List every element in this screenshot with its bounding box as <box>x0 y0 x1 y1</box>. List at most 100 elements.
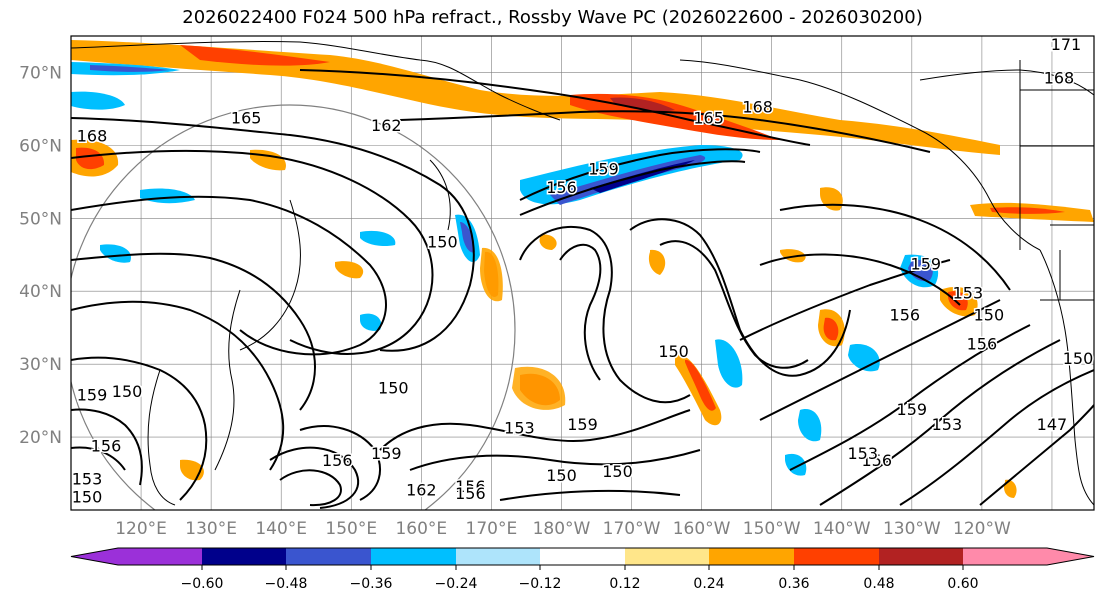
figure-title: 2026022400 F024 500 hPa refract., Rossby… <box>182 7 923 28</box>
contour-label: 162 <box>371 116 402 135</box>
latitude-label: 60°N <box>19 136 62 156</box>
contour-label: 153 <box>72 469 103 488</box>
latitude-label: 70°N <box>19 63 62 83</box>
contour-label: 153 <box>932 415 963 434</box>
colorbar-bin-2 <box>286 548 371 565</box>
colorbar-tick-label: −0.24 <box>435 576 478 592</box>
contour-label: 171 <box>1051 35 1082 54</box>
contour-label: 150 <box>1063 349 1094 368</box>
colorbar-tick-label: 0.12 <box>609 576 640 592</box>
shade-west-red <box>76 147 105 170</box>
shade-mid-orange3 <box>335 261 364 279</box>
colorbar-tick-label: 0.24 <box>693 576 724 592</box>
height-contours <box>71 69 1094 509</box>
contour-label: 159 <box>911 254 942 273</box>
shade-sub-orange <box>512 366 566 410</box>
contour-label: 147 <box>1037 415 1068 434</box>
shade-mid-orange4 <box>539 234 557 250</box>
shade-ec-red <box>823 317 839 341</box>
longitude-label: 130°W <box>883 519 941 539</box>
colorbar-tick-label: −0.60 <box>181 576 224 592</box>
contour-label: 156 <box>322 451 353 470</box>
colorbar-extend-low <box>71 548 202 565</box>
longitude-label: 140°W <box>813 519 871 539</box>
contour-label: 150 <box>427 232 458 251</box>
colorbar-extend-high <box>963 548 1094 565</box>
longitude-label: 150°E <box>325 519 377 539</box>
latitude-label: 20°N <box>19 428 62 448</box>
contour-label: 150 <box>658 342 689 361</box>
colorbar: −0.60 −0.48 −0.36 −0.24 −0.12 0.12 0.24 0.36 0.4… <box>70 547 1095 592</box>
longitude-labels: 120°E 130°E 140°E 150°E 160°E 170°E 180°W 170°W… <box>115 519 1011 539</box>
latitude-label: 50°N <box>19 209 62 229</box>
contour-label: 159 <box>371 444 402 463</box>
colorbar-bin-7 <box>709 548 794 565</box>
contour-label: 165 <box>231 109 262 128</box>
shade-bering-dark <box>610 97 675 112</box>
shade-arctic-red <box>180 45 330 66</box>
contour-label: 168 <box>1044 68 1075 87</box>
longitude-label: 180°W <box>533 519 591 539</box>
contour-label: 156 <box>862 451 893 470</box>
contour-label: 165 <box>693 109 724 128</box>
map-content <box>71 36 1094 510</box>
shade-trough-red <box>685 359 716 411</box>
colorbar-bin-6 <box>625 548 709 565</box>
map-frame <box>70 35 1095 511</box>
contour-label: 156 <box>967 335 998 354</box>
contour-label: 150 <box>112 382 143 401</box>
contour-label: 153 <box>848 444 879 463</box>
colorbar-tick-label: 0.36 <box>778 576 809 592</box>
contour-label: 168 <box>77 127 108 146</box>
shade-mid-blue1 <box>360 230 396 247</box>
shade-ne-dblue <box>908 259 933 282</box>
contour-label: 156 <box>91 437 122 456</box>
contour-label: 150 <box>72 488 103 507</box>
colorbar-tick-label: −0.48 <box>265 576 308 592</box>
contour-label: 156 <box>890 305 921 324</box>
shade-south-orange <box>1004 479 1017 498</box>
colorbar-bin-9 <box>879 548 963 565</box>
longitude-label: 150°W <box>743 519 801 539</box>
contour-label: 150 <box>602 462 633 481</box>
shade-west-blue2 <box>100 244 131 263</box>
shade-ne-red <box>948 291 968 311</box>
latitude-labels: 70°N 60°N 50°N 40°N 30°N 20°N <box>19 63 62 448</box>
contour-label: 162 <box>406 480 437 499</box>
contour-label: 159 <box>588 160 619 179</box>
shade-alaska-red <box>990 207 1065 214</box>
shade-mid-blue2 <box>360 313 382 331</box>
region-circle <box>71 104 516 510</box>
shade-south-blue1 <box>798 409 822 442</box>
longitude-label: 170°W <box>603 519 661 539</box>
longitude-label: 120°W <box>953 519 1011 539</box>
colorbar-outline <box>70 547 1095 566</box>
colorbar-bin-4 <box>456 548 540 565</box>
contour-label: 150 <box>378 378 409 397</box>
contour-label: 168 <box>742 98 773 117</box>
longitude-label: 160°E <box>395 519 447 539</box>
longitude-label: 130°E <box>185 519 237 539</box>
shade-arctic-orange <box>71 40 1000 155</box>
contour-label: 156 <box>455 477 486 496</box>
longitude-label: 170°E <box>466 519 518 539</box>
shade-west-blue <box>71 91 125 110</box>
colorbar-tick-label: 0.48 <box>863 576 894 592</box>
contour-label: 156 <box>455 484 486 503</box>
refractivity-shading <box>71 40 1094 498</box>
contour-label: 159 <box>897 400 928 419</box>
contour-label: 156 <box>546 178 577 197</box>
colorbar-bin-5 <box>540 548 625 565</box>
colorbar-ticks: −0.60 −0.48 −0.36 −0.24 −0.12 0.12 0.24 0.36 0.4… <box>181 565 979 592</box>
contour-label: 153 <box>953 284 984 303</box>
shade-japan-dblue <box>460 222 475 253</box>
shade-mid-orange2 <box>480 247 503 302</box>
colorbar-bin-1 <box>202 548 286 565</box>
contour-label: 153 <box>504 418 535 437</box>
contour-label: 150 <box>974 305 1005 324</box>
colorbar-tick-label: −0.36 <box>350 576 393 592</box>
longitude-label: 120°E <box>115 519 167 539</box>
colorbar-tick-label: 0.60 <box>947 576 978 592</box>
